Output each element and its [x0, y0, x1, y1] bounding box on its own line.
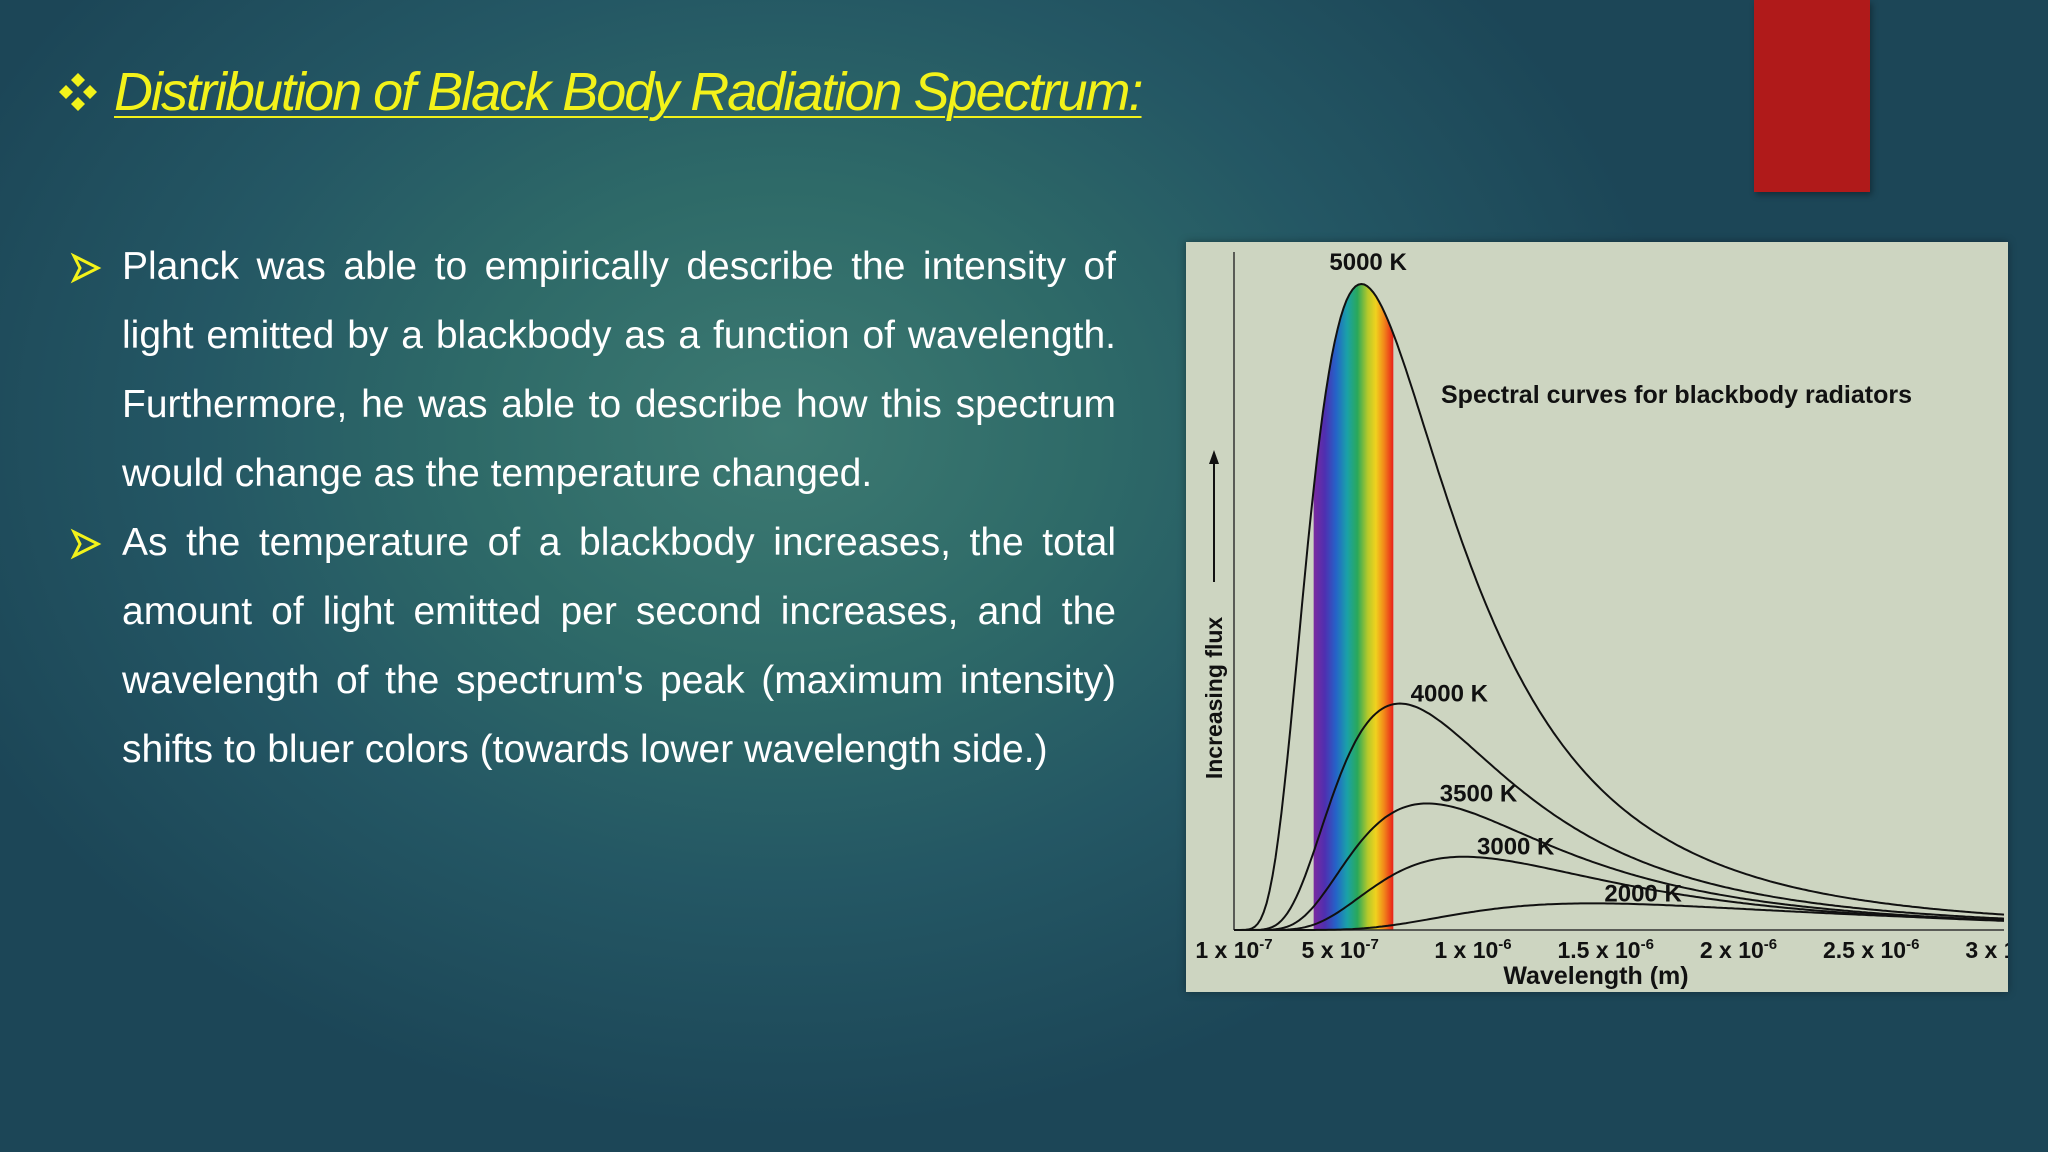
chart-svg: 5000 K 4000 K 3500 K 3000 K 2000 K 1 x 10-7 5…	[1186, 242, 2008, 992]
x-tick-label: 3 x 10-6	[1965, 936, 2008, 963]
bullet-item: As the temperature of a blackbody increa…	[68, 508, 1116, 784]
series-label-3000k: 3000 K	[1477, 834, 1555, 861]
arrow-bullet-icon	[70, 528, 102, 560]
series-label-4000k: 4000 K	[1411, 681, 1489, 708]
x-tick-label: 1 x 10-6	[1434, 936, 1511, 963]
accent-tab	[1754, 0, 1870, 192]
series-line-3500k	[1234, 802, 2005, 931]
bullet-text: As the temperature of a blackbody increa…	[122, 521, 1116, 771]
y-axis-arrow	[1209, 450, 1219, 582]
slide-title: Distribution of Black Body Radiation Spe…	[114, 62, 1144, 122]
series-line-4000k	[1234, 702, 2005, 931]
arrow-bullet-icon	[70, 252, 102, 284]
series-label-5000k: 5000 K	[1329, 249, 1407, 276]
four-diamonds-icon	[59, 73, 97, 111]
series-line-5000k	[1234, 282, 2005, 931]
x-tick-label: 1.5 x 10-6	[1557, 936, 1653, 963]
slide-title-row: Distribution of Black Body Radiation Spe…	[56, 52, 1144, 132]
series-label-2000k: 2000 K	[1604, 880, 1682, 907]
bullet-item: Planck was able to empirically describe …	[68, 232, 1116, 508]
x-tick-label: 1 x 10-7	[1195, 936, 1272, 963]
x-tick-label: 2.5 x 10-6	[1823, 936, 1919, 963]
series-label-3500k: 3500 K	[1440, 781, 1518, 808]
x-tick-label: 2 x 10-6	[1700, 936, 1777, 963]
chart-title: Spectral curves for blackbody radiators	[1441, 381, 1912, 409]
x-tick-label: 5 x 10-7	[1302, 936, 1379, 963]
x-axis-label: Wavelength (m)	[1503, 962, 1688, 990]
blackbody-chart: 5000 K 4000 K 3500 K 3000 K 2000 K 1 x 10-7 5…	[1186, 242, 2008, 992]
series-line-2000k	[1234, 902, 2005, 931]
y-axis-label: Increasing flux	[1201, 617, 1227, 780]
bullet-text: Planck was able to empirically describe …	[122, 245, 1116, 495]
bullet-list: Planck was able to empirically describe …	[68, 232, 1116, 784]
